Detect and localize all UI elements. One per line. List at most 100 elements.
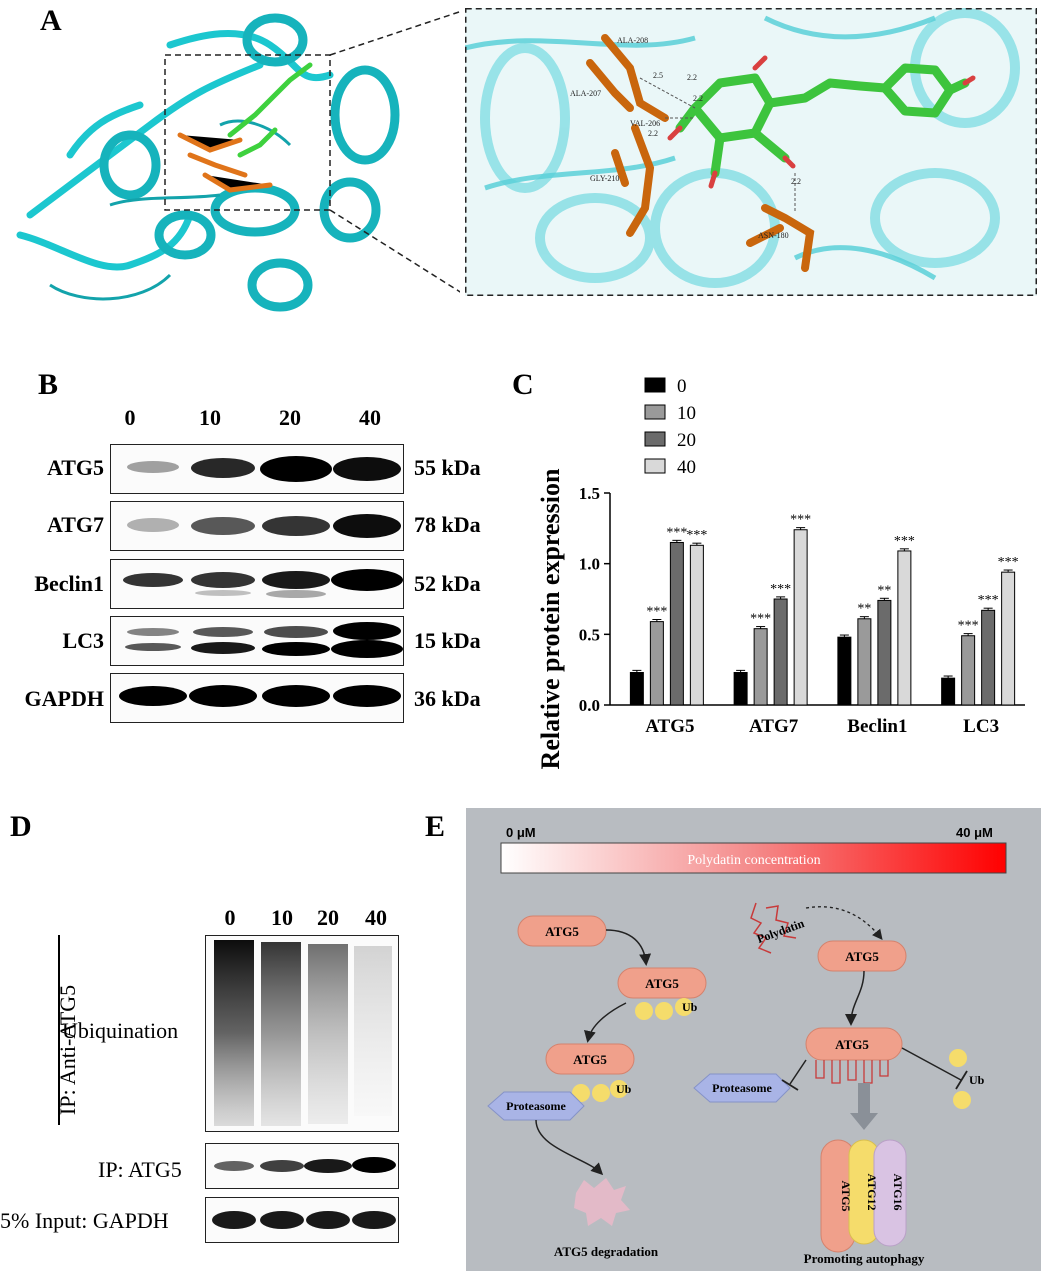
band [127, 518, 179, 532]
ubiquination-label: Ubiquination [62, 1018, 179, 1043]
bar [733, 671, 748, 706]
bar [753, 628, 768, 706]
panel-label-e: E [425, 810, 446, 843]
lane-label: 40 [365, 905, 387, 930]
band [333, 514, 401, 538]
blot-row-label: ATG5 [46, 455, 104, 480]
bar [773, 598, 788, 706]
atg5-protein: ATG5 [517, 915, 607, 947]
band [260, 456, 332, 482]
band [214, 1161, 254, 1171]
significance-label: *** [958, 619, 979, 634]
svg-text:ATG16: ATG16 [891, 1173, 905, 1210]
docking-zoom-view: ALA-208 ALA-207 VAL-206 GLY-210 ASN-180 … [465, 8, 1037, 296]
x-tick-label: ATG5 [645, 716, 694, 737]
lane-label: 40 [359, 405, 381, 430]
blot-row-label: GAPDH [24, 686, 104, 711]
x-tick-label: ATG7 [749, 716, 799, 737]
legend-label: 10 [677, 403, 696, 424]
blot-ubiquination [205, 935, 399, 1132]
proteasome: Proteasome [487, 1091, 585, 1121]
ubiquitin [655, 1002, 673, 1020]
arrow [584, 1002, 627, 1043]
legend-swatch [644, 431, 666, 447]
residue-label: ALA-207 [570, 89, 601, 98]
band [260, 1211, 304, 1229]
ub-label: Ub [682, 1000, 698, 1014]
atg5-polydatin-complex: ATG5 [805, 1027, 903, 1084]
band [212, 1211, 256, 1229]
conc-high-label: 40 μM [956, 825, 993, 840]
ip-atg5-label: IP: ATG5 [98, 1157, 182, 1182]
band [123, 573, 183, 587]
band [331, 640, 403, 658]
gradient-label: Polydatin concentration [687, 853, 820, 868]
inhibit-bar [955, 1070, 968, 1090]
panel-label-c: C [512, 368, 534, 401]
mechanism-diagram: 0 μM 40 μM Polydatin concentration ATG5 … [466, 808, 1041, 1271]
lane-label: 0 [124, 405, 136, 430]
blot-row-label: Beclin1 [34, 571, 104, 596]
smear [261, 942, 301, 1126]
smear [308, 944, 348, 1124]
lane-label: 20 [317, 905, 339, 930]
residue-label: ALA-208 [617, 36, 648, 45]
bar [629, 671, 644, 706]
ubiquitin [949, 1049, 967, 1067]
lane-label: 10 [199, 405, 221, 430]
ubiquitin [953, 1091, 971, 1109]
significance-label: *** [894, 534, 915, 549]
bar [857, 618, 872, 706]
significance-label: *** [978, 593, 999, 608]
band [262, 571, 330, 589]
legend-label: 40 [677, 457, 696, 478]
residue-label: GLY-210 [590, 174, 619, 183]
band [333, 622, 401, 640]
legend-swatch [644, 458, 666, 474]
svg-text:ATG5: ATG5 [839, 1180, 853, 1211]
y-tick-label: 0.0 [579, 696, 600, 715]
y-tick-label: 1.5 [579, 484, 600, 503]
ub-label: Ub [616, 1082, 632, 1096]
legend-swatch [644, 377, 666, 393]
blot-beclin1 [110, 559, 404, 609]
band [306, 1211, 350, 1229]
y-tick-label: 0.5 [579, 625, 600, 644]
bar [877, 599, 892, 706]
kda-label: 36 kDa [414, 686, 481, 711]
blot-input-gapdh [205, 1197, 399, 1243]
band [127, 628, 179, 636]
significance-label: *** [686, 528, 707, 543]
ip-bracket [58, 935, 60, 1125]
band [352, 1211, 396, 1229]
band [331, 569, 403, 591]
band [191, 458, 255, 478]
band [191, 517, 255, 535]
significance-label: *** [646, 604, 667, 619]
band [262, 642, 330, 656]
bar [1001, 571, 1016, 706]
bar [837, 636, 852, 706]
svg-text:ATG5: ATG5 [645, 976, 679, 991]
panel-label-d: D [10, 810, 32, 843]
band [262, 685, 330, 707]
bar [941, 677, 956, 706]
arrow [845, 970, 865, 1026]
residue-label: VAL-206 [630, 119, 660, 128]
blot-ip-atg5 [205, 1143, 399, 1189]
band [264, 626, 328, 638]
legend-label: 20 [677, 430, 696, 451]
band [127, 461, 179, 473]
atg5-protein: ATG5 [617, 967, 707, 999]
svg-text:Proteasome: Proteasome [506, 1099, 566, 1113]
legend-label: 0 [677, 376, 687, 397]
bar-chart: 0.0 0.5 1.0 1.5 Relative protein expression *… [536, 376, 1025, 769]
significance-label: *** [790, 513, 811, 528]
ip-label: IP: Anti-ATG5 [55, 984, 80, 1116]
bar [793, 529, 808, 706]
atg-conjugate: ATG5 ATG12 ATG16 [820, 1139, 907, 1253]
degraded-atg5 [574, 1178, 630, 1226]
band [119, 686, 187, 706]
band [260, 1160, 304, 1172]
blot-lc3 [110, 616, 404, 666]
